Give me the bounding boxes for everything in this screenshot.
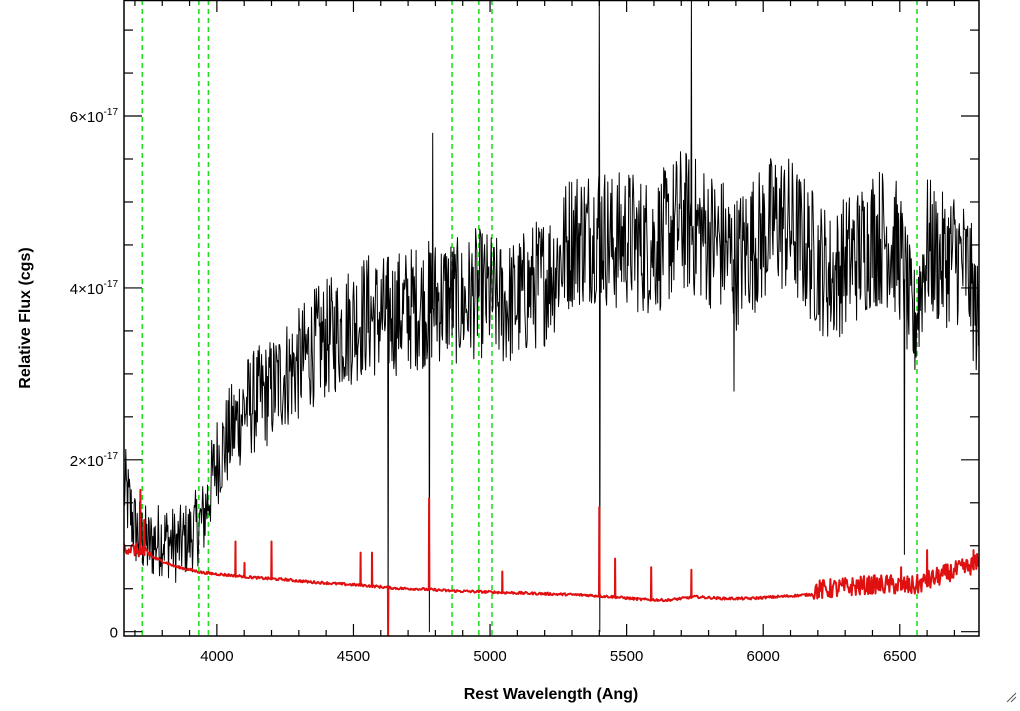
x-tick-label: 5500 <box>610 648 643 665</box>
model-spectrum-series <box>124 488 979 636</box>
x-tick-label: 6500 <box>883 648 916 665</box>
x-tick-label: 4500 <box>337 648 370 665</box>
observed-spectrum-series <box>124 0 979 633</box>
emission-line-markers <box>141 0 918 636</box>
y-tick-label: 0 <box>110 625 118 642</box>
resize-grip-icon[interactable] <box>1005 691 1017 703</box>
x-axis-title: Rest Wavelength (Ang) <box>464 686 639 703</box>
y-tick-label: 6×10-17 <box>70 107 119 126</box>
x-tick-label: 6000 <box>747 648 780 665</box>
axes: 4000 4500 5000 5500 6000 6500 0 2×10-17 4×10-17 6… <box>70 0 980 665</box>
observed-spectrum-line <box>124 0 979 633</box>
model-spectrum-line <box>124 488 979 636</box>
x-tick-label: 5000 <box>473 648 506 665</box>
y-tick-label: 2×10-17 <box>70 451 119 470</box>
plot-frame <box>123 0 980 637</box>
y-axis-title: Relative Flux (cgs) <box>17 247 34 388</box>
x-tick-label: 4000 <box>200 648 233 665</box>
y-tick-label: 4×10-17 <box>70 279 119 298</box>
